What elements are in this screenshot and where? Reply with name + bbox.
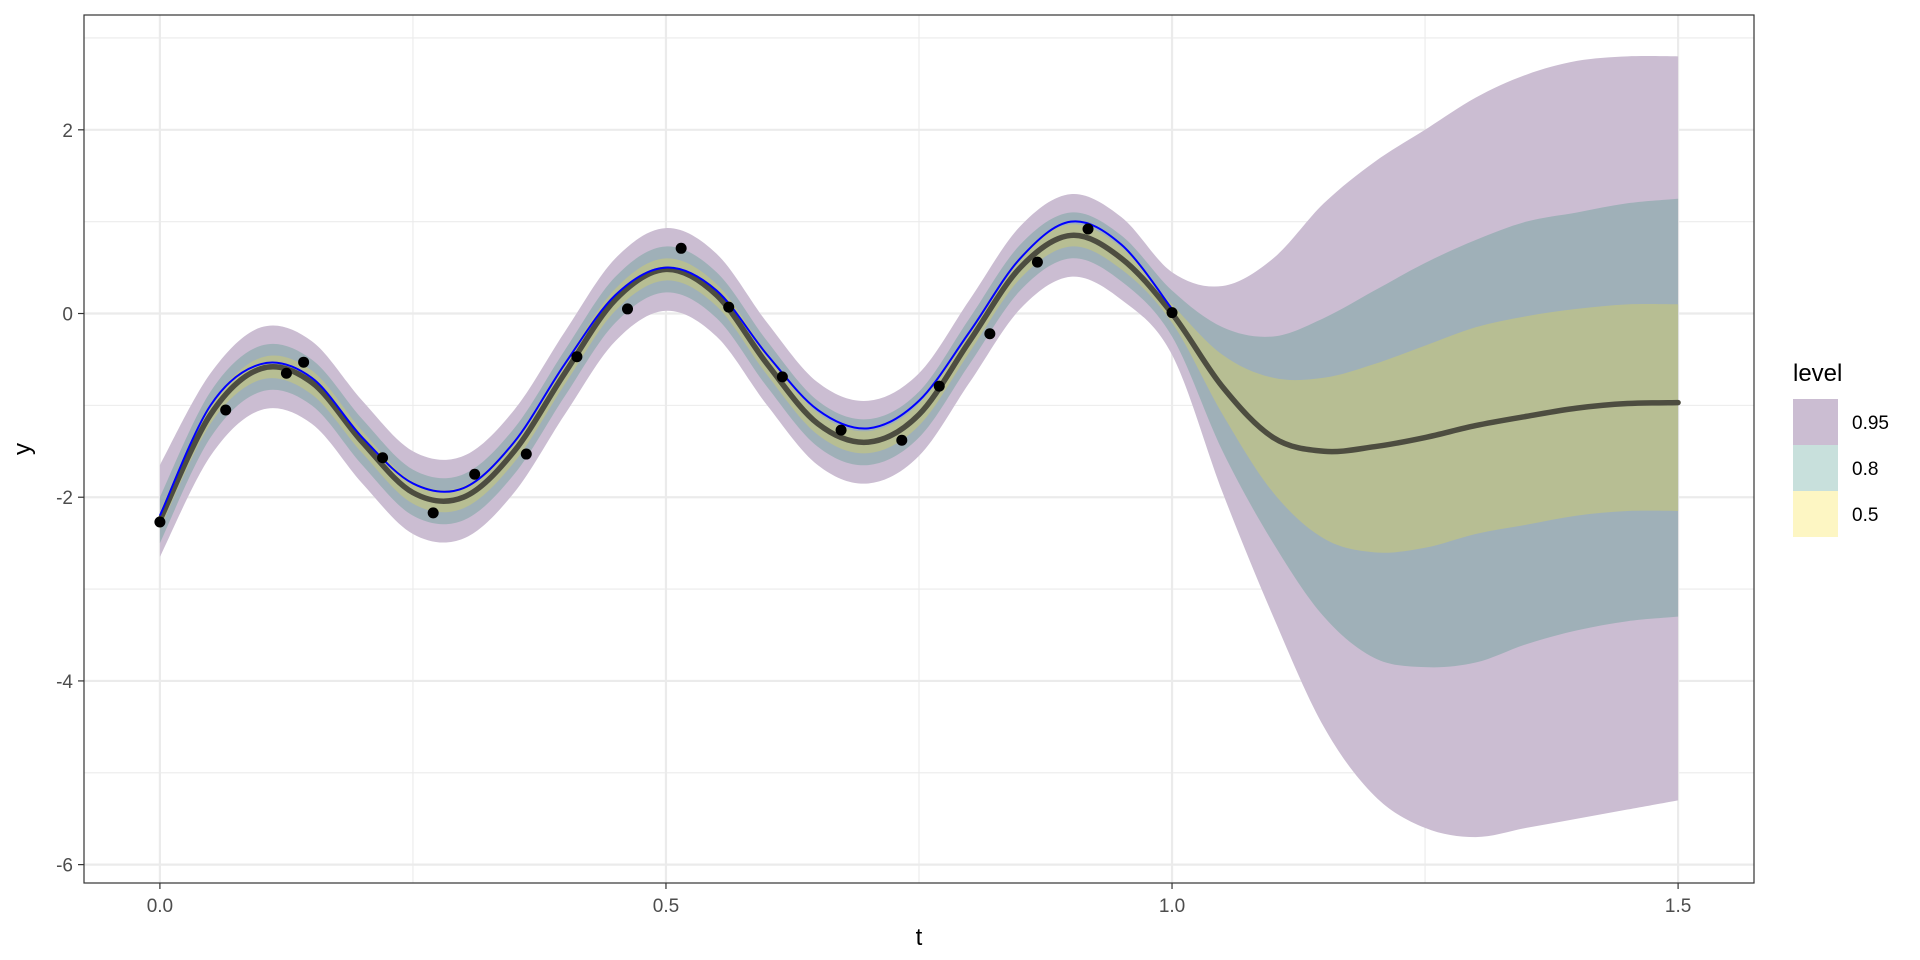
band-0-5	[159, 224, 1679, 553]
plot-panel	[83, 14, 1755, 884]
legend-title: level	[1793, 360, 1842, 387]
data-point	[280, 367, 292, 379]
legend-key-0-8	[1793, 445, 1838, 491]
x-tick-label: 0.5	[653, 896, 679, 917]
data-point	[1166, 307, 1178, 319]
x-tick-label: 1.5	[1665, 896, 1691, 917]
data-points	[154, 223, 1178, 528]
legend-label: 0.95	[1852, 413, 1889, 434]
x-axis-title: t	[916, 924, 923, 951]
data-point	[1082, 223, 1094, 235]
data-point	[1031, 256, 1043, 268]
data-point	[896, 434, 908, 446]
y-tick-label: -4	[56, 672, 73, 693]
x-tick-label: 1.0	[1159, 896, 1185, 917]
bands	[159, 55, 1679, 838]
x-axis: 0.0 0.5 1.0 1.5	[147, 883, 1691, 917]
legend: level 0.95 0.8 0.5	[1793, 360, 1889, 537]
legend-key-0-95	[1793, 399, 1838, 445]
lines	[157, 220, 1681, 523]
data-point	[571, 351, 583, 363]
data-point	[835, 424, 847, 436]
panel-border	[83, 14, 1755, 884]
band-0-8	[159, 198, 1679, 668]
true-function-line	[159, 220, 1173, 517]
legend-key-0-5	[1793, 491, 1838, 537]
data-point	[622, 303, 634, 315]
y-tick-label: 0	[62, 305, 73, 326]
y-tick-label: -6	[56, 856, 73, 877]
y-axis-title: y	[9, 443, 36, 455]
legend-label: 0.8	[1852, 459, 1878, 480]
data-point	[154, 516, 166, 528]
data-point	[520, 448, 532, 460]
data-point	[220, 404, 232, 416]
legend-label: 0.5	[1852, 505, 1878, 526]
y-tick-label: -2	[56, 488, 73, 509]
data-point	[298, 356, 310, 368]
data-point	[933, 380, 945, 392]
x-tick-label: 0.0	[147, 896, 173, 917]
median-line	[157, 232, 1681, 523]
y-axis: -6 -4 -2 0 2	[56, 121, 84, 877]
data-point	[776, 371, 788, 383]
band-0-95	[159, 55, 1679, 838]
y-tick-label: 2	[62, 121, 73, 142]
data-point	[427, 507, 439, 519]
data-point	[675, 242, 687, 254]
data-point	[469, 468, 481, 480]
data-point	[377, 452, 389, 464]
data-point	[723, 301, 735, 313]
data-point	[984, 328, 996, 340]
